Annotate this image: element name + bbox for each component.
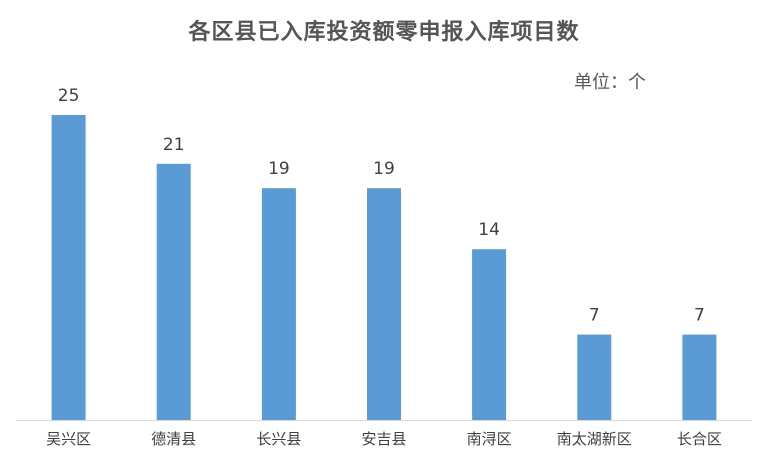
- bar-value-label: 19: [373, 159, 395, 179]
- bar-4: [472, 249, 507, 420]
- category-label: 德清县: [151, 430, 196, 448]
- bar-6: [682, 334, 717, 420]
- bar-value-label: 21: [163, 135, 185, 155]
- bar-2: [261, 188, 296, 420]
- bar-value-label: 25: [58, 86, 80, 106]
- bar-value-label: 14: [478, 220, 500, 240]
- bar-3: [367, 188, 401, 420]
- bar-value-label: 7: [694, 306, 705, 326]
- category-label: 南太湖新区: [557, 430, 632, 448]
- bar-5: [577, 334, 612, 420]
- bar-0: [51, 115, 86, 420]
- bar-value-label: 19: [268, 159, 290, 179]
- category-label: 安吉县: [361, 430, 406, 448]
- bar-1: [156, 163, 191, 421]
- chart-title: 各区县已入库投资额零申报入库项目数: [188, 20, 580, 45]
- category-label: 吴兴区: [46, 430, 91, 448]
- category-label: 南浔区: [467, 430, 512, 448]
- unit-label: 单位：个: [574, 72, 646, 93]
- category-label: 长兴县: [256, 430, 301, 448]
- bar-value-label: 7: [589, 306, 600, 326]
- category-label: 长合区: [677, 430, 722, 448]
